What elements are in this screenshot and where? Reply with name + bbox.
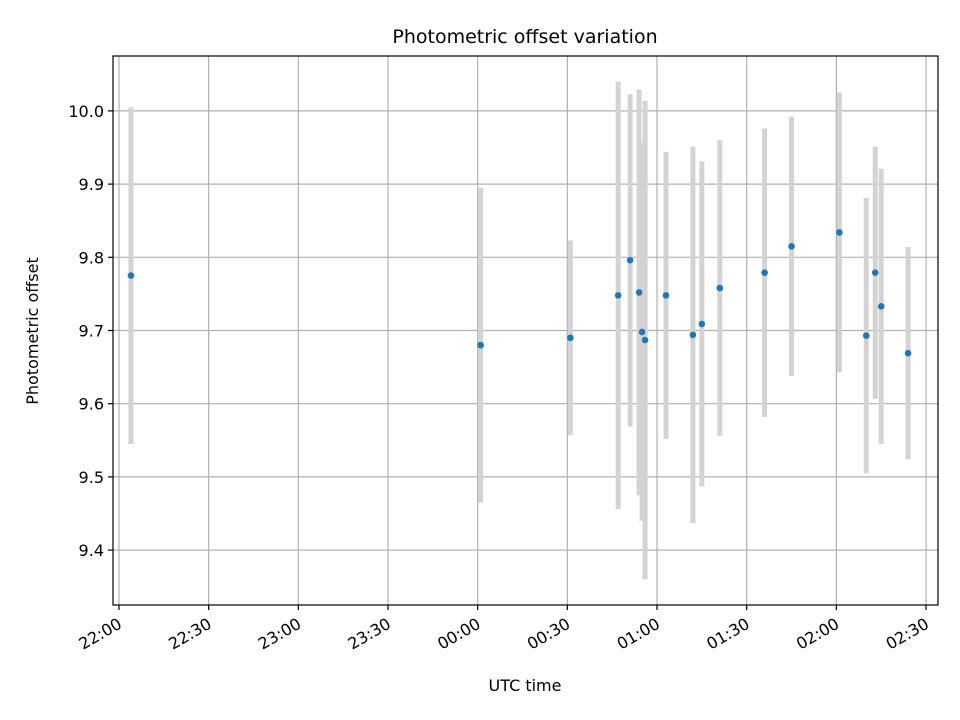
- x-tick-label: 02:00: [793, 614, 842, 654]
- x-tick-label: 01:30: [703, 614, 752, 654]
- data-point: [862, 332, 870, 339]
- y-tick-label: 9.4: [79, 541, 104, 560]
- data-point: [635, 289, 643, 296]
- x-tick-label: 02:30: [883, 614, 932, 654]
- y-tick-label: 9.9: [79, 175, 104, 194]
- data-point: [788, 243, 795, 250]
- data-point: [626, 256, 634, 264]
- data-point: [904, 349, 912, 357]
- y-tick-label: 9.5: [79, 468, 104, 487]
- y-tick-label: 9.7: [79, 322, 104, 341]
- data-point: [716, 284, 724, 292]
- x-tick-label: 00:30: [524, 614, 573, 654]
- data-point: [477, 341, 484, 349]
- data-point: [127, 272, 135, 279]
- x-tick-label: 00:00: [434, 614, 483, 654]
- y-tick-label: 9.8: [79, 248, 104, 267]
- data-point: [638, 328, 646, 336]
- chart-title: Photometric offset variation: [392, 26, 657, 48]
- data-points: [127, 229, 912, 357]
- x-tick-label: 22:00: [76, 614, 125, 654]
- x-tick-label: 01:00: [614, 614, 663, 654]
- data-point: [614, 292, 622, 299]
- grid: [113, 56, 938, 605]
- x-tick-label: 22:30: [165, 614, 214, 654]
- x-tick-label: 23:30: [345, 614, 394, 654]
- data-point: [761, 269, 768, 276]
- data-point: [698, 320, 706, 328]
- y-axis-label: Photometric offset: [23, 257, 42, 405]
- data-point: [567, 334, 574, 342]
- data-point: [836, 229, 843, 236]
- data-point: [662, 292, 670, 299]
- data-point: [877, 303, 885, 310]
- data-point: [641, 336, 649, 344]
- x-tick-label: 23:00: [255, 614, 304, 654]
- data-point: [689, 331, 697, 339]
- y-tick-label: 10.0: [68, 102, 104, 121]
- y-tick-label: 9.6: [79, 395, 104, 414]
- x-axis-label: UTC time: [489, 676, 562, 695]
- data-point: [871, 269, 879, 276]
